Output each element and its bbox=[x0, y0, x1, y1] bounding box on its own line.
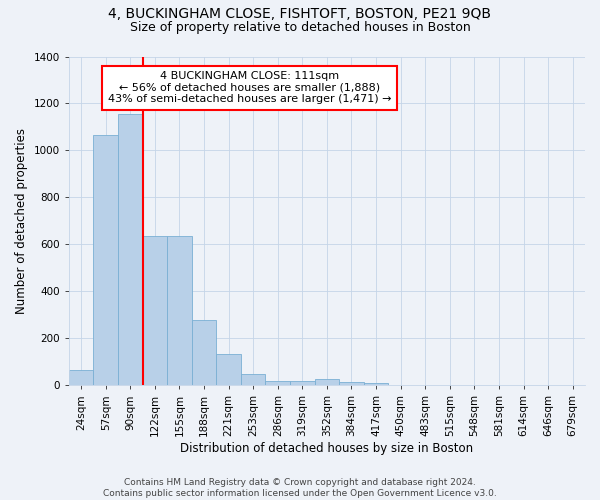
Bar bbox=[94, 135, 118, 386]
Bar bbox=[364, 383, 388, 386]
Bar bbox=[167, 236, 192, 386]
Bar bbox=[192, 320, 217, 386]
Bar bbox=[241, 374, 265, 386]
Bar bbox=[265, 380, 290, 386]
Bar bbox=[118, 114, 143, 386]
Text: 4 BUCKINGHAM CLOSE: 111sqm
← 56% of detached houses are smaller (1,888)
43% of s: 4 BUCKINGHAM CLOSE: 111sqm ← 56% of deta… bbox=[108, 72, 391, 104]
Text: Size of property relative to detached houses in Boston: Size of property relative to detached ho… bbox=[130, 21, 470, 34]
Bar bbox=[339, 382, 364, 386]
Bar bbox=[314, 380, 339, 386]
Bar bbox=[143, 236, 167, 386]
Bar bbox=[290, 380, 314, 386]
Text: Contains HM Land Registry data © Crown copyright and database right 2024.
Contai: Contains HM Land Registry data © Crown c… bbox=[103, 478, 497, 498]
Text: 4, BUCKINGHAM CLOSE, FISHTOFT, BOSTON, PE21 9QB: 4, BUCKINGHAM CLOSE, FISHTOFT, BOSTON, P… bbox=[109, 8, 491, 22]
X-axis label: Distribution of detached houses by size in Boston: Distribution of detached houses by size … bbox=[181, 442, 473, 455]
Y-axis label: Number of detached properties: Number of detached properties bbox=[15, 128, 28, 314]
Bar bbox=[69, 370, 94, 386]
Bar bbox=[217, 354, 241, 386]
